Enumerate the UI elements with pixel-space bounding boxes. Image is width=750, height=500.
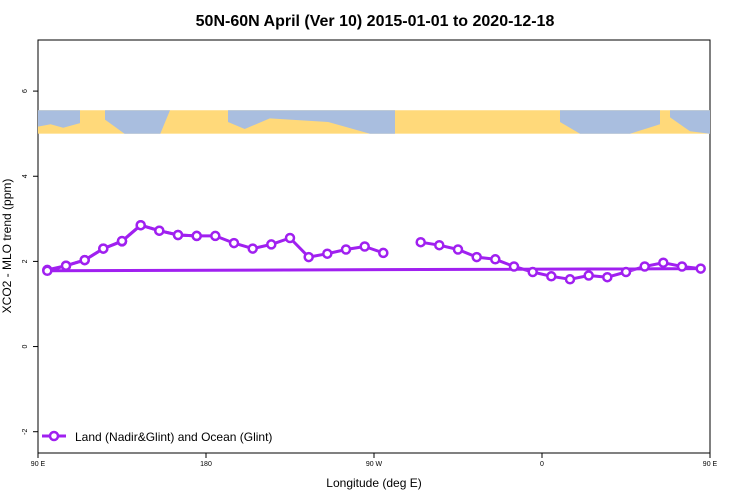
data-point xyxy=(434,239,445,251)
series-layer xyxy=(42,219,706,285)
data-point xyxy=(639,261,650,272)
data-point xyxy=(658,257,669,268)
plot-frame xyxy=(37,39,711,454)
data-point xyxy=(620,266,632,278)
x-tick-label: 90 W xyxy=(366,461,383,468)
data-point xyxy=(60,260,72,271)
data-point xyxy=(415,236,426,248)
data-point xyxy=(191,230,202,242)
data-point xyxy=(490,254,501,265)
map-band-ocean xyxy=(670,110,710,134)
y-tick-label: -2 xyxy=(22,428,29,434)
data-point xyxy=(583,270,594,281)
data-point xyxy=(172,229,184,241)
x-tick-label: 90 E xyxy=(31,461,46,468)
y-tick-label: 4 xyxy=(22,174,29,178)
data-point xyxy=(210,230,221,242)
x-axis: 90 E 180 90 W 0 90 E xyxy=(31,453,718,468)
x-axis-label: Longitude (deg E) xyxy=(326,476,421,490)
y-tick-label: 2 xyxy=(22,259,29,263)
chart-title: 50N-60N April (Ver 10) 2015-01-01 to 202… xyxy=(196,13,555,30)
y-tick-label: 6 xyxy=(22,89,29,93)
data-point xyxy=(135,219,146,231)
data-point xyxy=(154,225,165,236)
data-point xyxy=(602,271,613,283)
data-point xyxy=(546,271,557,282)
data-point xyxy=(322,248,333,259)
data-point xyxy=(564,274,576,285)
map-band-ocean xyxy=(38,110,80,128)
series-line xyxy=(45,223,703,281)
data-point xyxy=(247,243,258,254)
map-band xyxy=(38,110,710,134)
data-point xyxy=(508,261,520,272)
legend-marker xyxy=(48,430,60,442)
data-point xyxy=(116,235,128,247)
x-tick-label: 0 xyxy=(540,461,544,468)
data-point xyxy=(695,263,706,274)
y-axis: -2 0 2 4 6 xyxy=(22,89,38,435)
y-tick-label: 0 xyxy=(22,345,29,349)
data-point xyxy=(228,237,240,249)
data-point xyxy=(79,254,90,266)
legend: Land (Nadir&Glint) and Ocean (Glint) xyxy=(42,430,272,444)
map-band-ocean xyxy=(105,110,170,134)
x-tick-label: 180 xyxy=(200,461,212,468)
data-point xyxy=(266,239,277,250)
data-point xyxy=(378,247,389,259)
data-point xyxy=(303,251,314,263)
legend-label: Land (Nadir&Glint) and Ocean (Glint) xyxy=(75,430,272,444)
x-tick-label: 90 E xyxy=(703,461,718,468)
data-point xyxy=(471,251,482,263)
data-point xyxy=(676,261,688,272)
y-axis-label: XCO2 - MLO trend (ppm) xyxy=(0,179,14,314)
data-point xyxy=(98,243,109,254)
data-point xyxy=(452,244,464,255)
map-band-ocean xyxy=(228,110,395,134)
data-point xyxy=(527,266,538,278)
data-point xyxy=(340,244,352,255)
map-band-ocean xyxy=(560,110,660,134)
data-point xyxy=(359,241,370,252)
data-point xyxy=(284,232,296,244)
data-point xyxy=(42,265,53,277)
